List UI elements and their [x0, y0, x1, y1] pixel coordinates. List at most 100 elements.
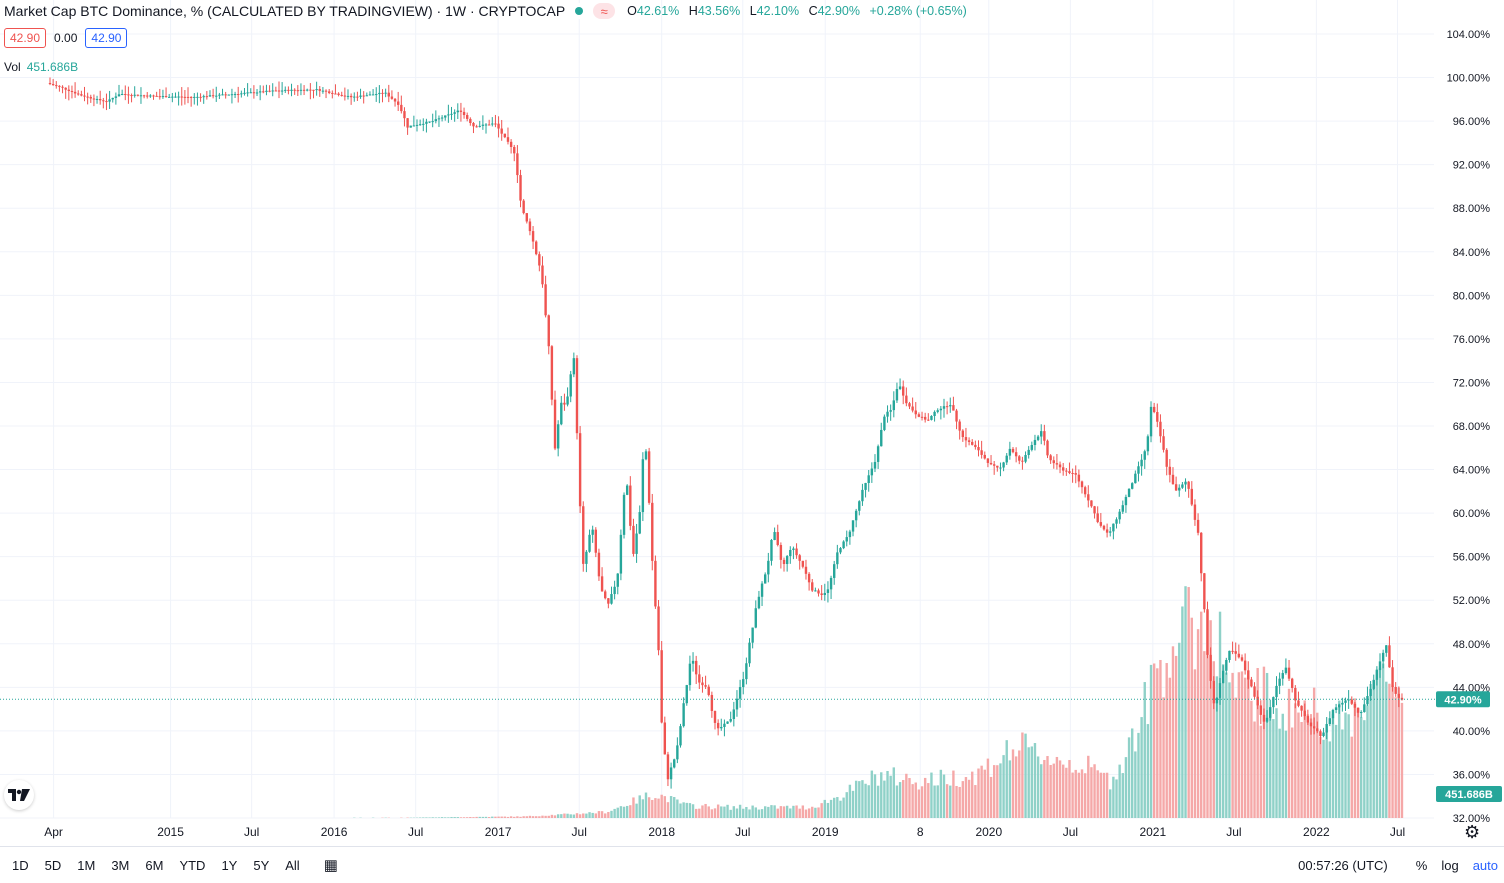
candle-body: [999, 468, 1001, 469]
volume-bar: [1187, 587, 1189, 818]
candle-body: [595, 530, 597, 553]
candle-body: [864, 483, 866, 490]
percent-toggle[interactable]: %: [1416, 858, 1428, 873]
candle-body: [1081, 481, 1083, 487]
candle-body: [1015, 452, 1017, 456]
candle-body: [99, 99, 101, 100]
candle-body: [68, 90, 70, 91]
candle-body: [937, 410, 939, 412]
candle-body: [224, 94, 226, 95]
candle-body: [1398, 694, 1400, 698]
volume-bar: [1075, 770, 1077, 818]
candle-body: [510, 142, 512, 147]
candle-body: [880, 430, 882, 446]
candle-body: [789, 550, 791, 556]
x-tick-label: 2017: [485, 825, 512, 839]
candle-body: [1128, 489, 1130, 497]
candle-body: [290, 90, 292, 91]
volume-bar: [1093, 764, 1095, 818]
range-button-6m[interactable]: 6M: [137, 858, 171, 873]
volume-bar: [1002, 755, 1004, 818]
candle-body: [1078, 475, 1080, 482]
candle-body: [1178, 488, 1180, 491]
ask-box[interactable]: 42.90: [85, 28, 127, 48]
candle-body: [704, 685, 706, 687]
candle-body: [1159, 422, 1161, 436]
volume-bar: [1084, 773, 1086, 818]
candle-body: [64, 88, 66, 90]
x-tick-label: Jul: [244, 825, 259, 839]
right-tools: 00:57:26 (UTC) % log auto: [1284, 847, 1498, 883]
candle-body: [425, 122, 427, 124]
y-tick-label: 64.00%: [1453, 465, 1491, 477]
volume-bar: [554, 815, 556, 818]
volume-bar: [491, 817, 493, 818]
range-button-3m[interactable]: 3M: [103, 858, 137, 873]
volume-bar: [889, 776, 891, 818]
candle-body: [918, 414, 920, 417]
candle-body: [943, 406, 945, 409]
volume-bar: [745, 807, 747, 818]
volume-bar: [648, 797, 650, 818]
candle-body: [573, 358, 575, 374]
candle-body: [921, 417, 923, 418]
y-tick-label: 40.00%: [1453, 726, 1491, 738]
visibility-dot-icon[interactable]: [571, 3, 587, 19]
candle-body: [328, 91, 330, 93]
candle-body: [736, 699, 738, 710]
range-button-all[interactable]: All: [277, 858, 307, 873]
y-tick-label: 48.00%: [1453, 639, 1491, 651]
candle-body: [435, 119, 437, 121]
candle-body: [1231, 651, 1233, 652]
range-button-1y[interactable]: 1Y: [213, 858, 245, 873]
range-button-ytd[interactable]: YTD: [171, 858, 213, 873]
volume-bar: [563, 814, 565, 818]
candle-body: [234, 94, 236, 95]
auto-toggle[interactable]: auto: [1473, 858, 1498, 873]
candle-body: [394, 99, 396, 102]
candle-body: [720, 727, 722, 728]
range-button-5d[interactable]: 5D: [37, 858, 70, 873]
volume-bar: [601, 811, 603, 818]
volume-bar: [933, 786, 935, 818]
price-chart-svg[interactable]: 104.00%100.00%96.00%92.00%88.00%84.00%80…: [0, 0, 1504, 846]
candle-body: [1062, 467, 1064, 470]
x-tick-label: 8: [917, 825, 924, 839]
approx-icon[interactable]: ≈: [593, 3, 615, 19]
candle-body: [1266, 718, 1268, 722]
candle-body: [293, 90, 295, 91]
symbol-title[interactable]: Market Cap BTC Dominance, % (CALCULATED …: [4, 3, 565, 19]
candle-body: [886, 412, 888, 417]
volume-bar: [1200, 612, 1202, 818]
candle-body: [375, 94, 377, 95]
candle-body: [1147, 436, 1149, 451]
volume-bar: [519, 817, 521, 818]
range-button-5y[interactable]: 5Y: [245, 858, 277, 873]
volume-bar: [566, 814, 568, 818]
volume-bar: [937, 785, 939, 818]
candle-body: [626, 486, 628, 495]
candle-body: [337, 94, 339, 95]
candle-body: [1071, 473, 1073, 474]
calendar-range-icon[interactable]: ▦: [324, 856, 338, 874]
candle-body: [1187, 482, 1189, 489]
axis-settings-gear-icon[interactable]: ⚙: [1464, 822, 1480, 843]
candle-body: [1366, 696, 1368, 704]
clock-time[interactable]: 00:57:26 (UTC): [1298, 858, 1388, 873]
volume-bar: [786, 806, 788, 818]
tradingview-logo[interactable]: [4, 780, 34, 810]
volume-bar: [1078, 773, 1080, 818]
volume-bar: [704, 804, 706, 818]
log-toggle[interactable]: log: [1441, 858, 1458, 873]
candle-body: [1106, 529, 1108, 532]
bid-box[interactable]: 42.90: [4, 28, 46, 48]
candle-body: [403, 111, 405, 118]
range-button-1d[interactable]: 1D: [4, 858, 37, 873]
candle-body: [654, 561, 656, 607]
candle-body: [312, 90, 314, 91]
volume-bar: [504, 817, 506, 818]
volume-bar: [689, 803, 691, 818]
volume-bar: [507, 817, 509, 818]
range-button-1m[interactable]: 1M: [69, 858, 103, 873]
